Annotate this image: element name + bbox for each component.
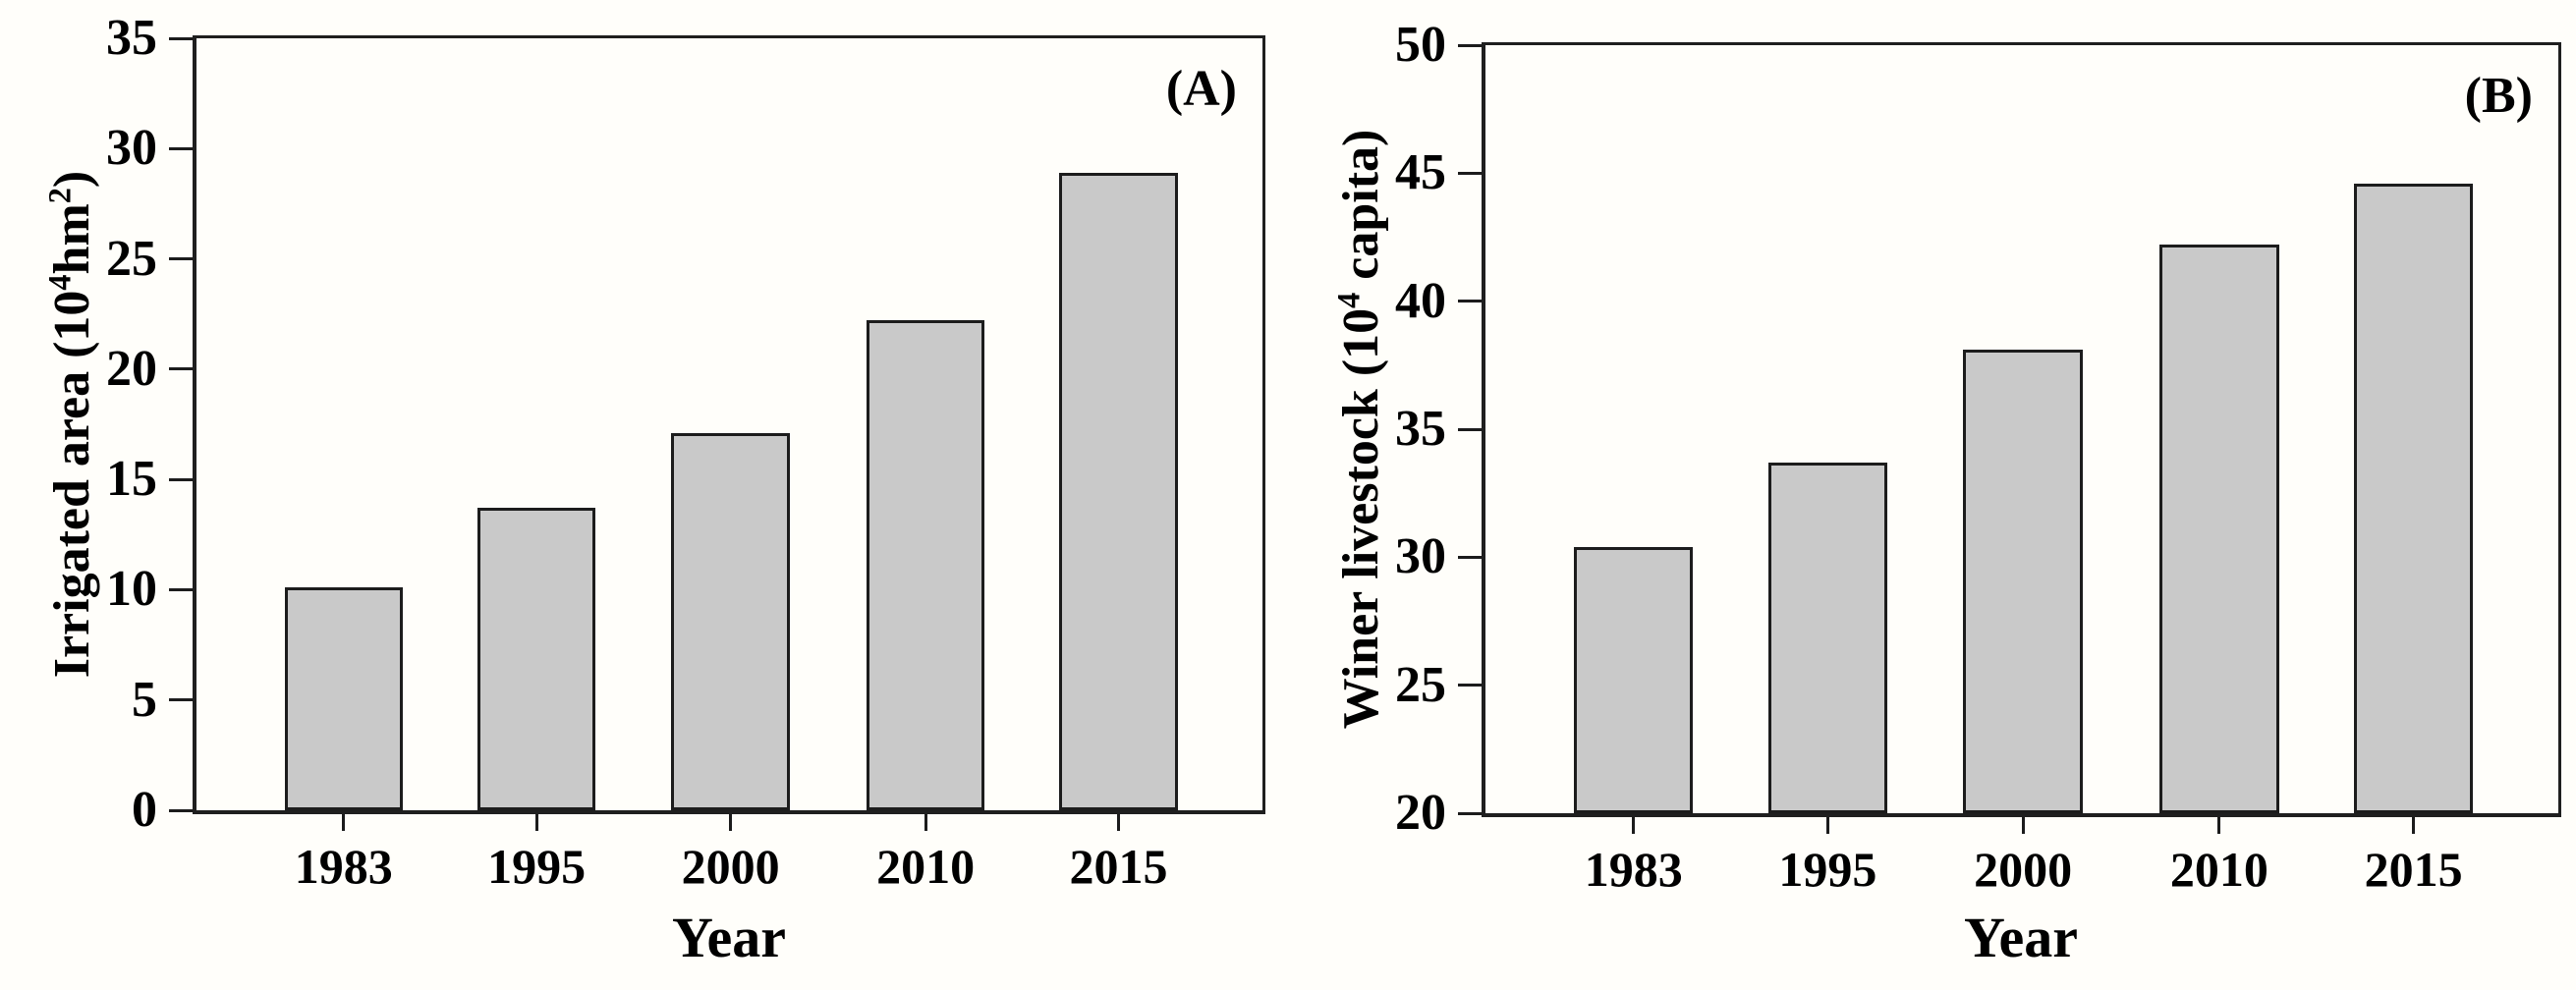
x-tick-1995-panel-a (534, 814, 538, 831)
bar-1995-panel-b (1767, 462, 1887, 813)
y-tick-35-panel-b (1458, 427, 1482, 431)
x-tick-2010-panel-a (924, 814, 927, 831)
y-title-text: capita) (1333, 129, 1389, 293)
y-tick-label-45-panel-b: 45 (1395, 144, 1446, 201)
y-tick-label-20-panel-a: 20 (106, 340, 157, 397)
y-title-text: Irrigated area (10 (44, 290, 100, 679)
y-tick-20-panel-b (1458, 811, 1482, 815)
bar-2015-panel-a (1059, 173, 1178, 810)
x-tick-label-1995-panel-b: 1995 (1778, 842, 1877, 897)
x-tick-label-2015-panel-a: 2015 (1069, 839, 1168, 894)
x-axis-title-year-a: Year (672, 906, 786, 969)
bar-1995-panel-a (476, 508, 596, 810)
plot-area-panel-a: (A) 0 5 10 15 20 25 30 35 1983 1995 2000 2010 2015 (106, 13, 1265, 893)
y-tick-35-panel-a (169, 36, 193, 40)
y-tick-40-panel-b (1458, 300, 1482, 303)
plot-area-panel-b: (B) 20 25 30 35 40 45 50 1983 1995 2000 2010 2015 (1395, 20, 2561, 896)
x-tick-1995-panel-b (1825, 817, 1829, 834)
y-title-superscript: 2 (41, 188, 78, 204)
x-tick-1983-panel-a (342, 814, 346, 831)
y-tick-20-panel-a (169, 367, 193, 371)
x-tick-label-2010-panel-a: 2010 (876, 839, 976, 894)
y-tick-label-25-panel-b: 25 (1395, 656, 1446, 713)
y-tick-30-panel-a (169, 146, 193, 150)
x-tick-label-1983-panel-a: 1983 (294, 839, 393, 894)
y-tick-45-panel-b (1458, 171, 1482, 175)
x-tick-2010-panel-b (2217, 817, 2221, 834)
y-tick-label-30-panel-b: 30 (1395, 528, 1446, 585)
y-tick-label-40-panel-b: 40 (1395, 272, 1446, 329)
y-tick-10-panel-a (169, 587, 193, 591)
y-tick-label-5-panel-a: 5 (132, 671, 157, 728)
panel-letter-a: (A) (1165, 61, 1237, 117)
x-tick-2015-panel-a (1117, 814, 1121, 831)
x-tick-2015-panel-b (2412, 817, 2416, 834)
x-axis-title-year-b: Year (1964, 906, 2078, 969)
y-tick-label-0-panel-a: 0 (132, 782, 157, 838)
x-tick-label-1995-panel-a: 1995 (487, 839, 587, 894)
bar-2010-panel-a (866, 320, 985, 810)
x-tick-label-2015-panel-b: 2015 (2364, 842, 2463, 897)
y-tick-25-panel-a (169, 257, 193, 261)
bar-2015-panel-b (2353, 183, 2474, 813)
x-tick-label-2010-panel-b: 2010 (2169, 842, 2268, 897)
x-tick-label-2000-panel-b: 2000 (1974, 842, 2073, 897)
y-tick-label-35-panel-a: 35 (106, 10, 157, 66)
x-tick-label-1983-panel-b: 1983 (1584, 842, 1683, 897)
y-tick-0-panel-a (169, 808, 193, 812)
x-tick-1983-panel-b (1632, 817, 1636, 834)
bar-1983-panel-a (284, 587, 403, 810)
x-tick-2000-panel-b (2021, 817, 2025, 834)
y-tick-label-10-panel-a: 10 (106, 561, 157, 618)
y-tick-50-panel-b (1458, 43, 1482, 47)
y-tick-label-35-panel-b: 35 (1395, 401, 1446, 457)
y-tick-label-20-panel-b: 20 (1395, 785, 1446, 841)
y-tick-25-panel-b (1458, 684, 1482, 688)
y-tick-15-panel-a (169, 477, 193, 481)
y-axis-title-winer-livestock: Winer livestock (104 capita) (1330, 27, 1395, 832)
y-tick-label-50-panel-b: 50 (1395, 17, 1446, 73)
y-tick-5-panel-a (169, 698, 193, 702)
panel-letter-b: (B) (2464, 68, 2533, 124)
y-axis-title-irrigated-area: Irrigated area (104hm2) (41, 22, 106, 827)
y-title-superscript: 4 (1330, 292, 1367, 308)
y-title-superscript: 4 (41, 274, 78, 291)
x-tick-2000-panel-a (729, 814, 733, 831)
x-tick-label-2000-panel-a: 2000 (681, 839, 780, 894)
y-tick-label-30-panel-a: 30 (106, 120, 157, 177)
y-title-text: ) (44, 170, 100, 189)
y-tick-label-25-panel-a: 25 (106, 230, 157, 287)
y-title-text: hm (44, 203, 100, 275)
bar-2000-panel-b (1963, 350, 2083, 813)
y-tick-30-panel-b (1458, 555, 1482, 559)
bar-1983-panel-b (1574, 546, 1694, 813)
bar-2010-panel-b (2159, 245, 2279, 813)
y-title-text: Winer livestock (10 (1333, 307, 1389, 730)
y-tick-label-15-panel-a: 15 (106, 451, 157, 508)
bar-2000-panel-a (671, 432, 790, 810)
